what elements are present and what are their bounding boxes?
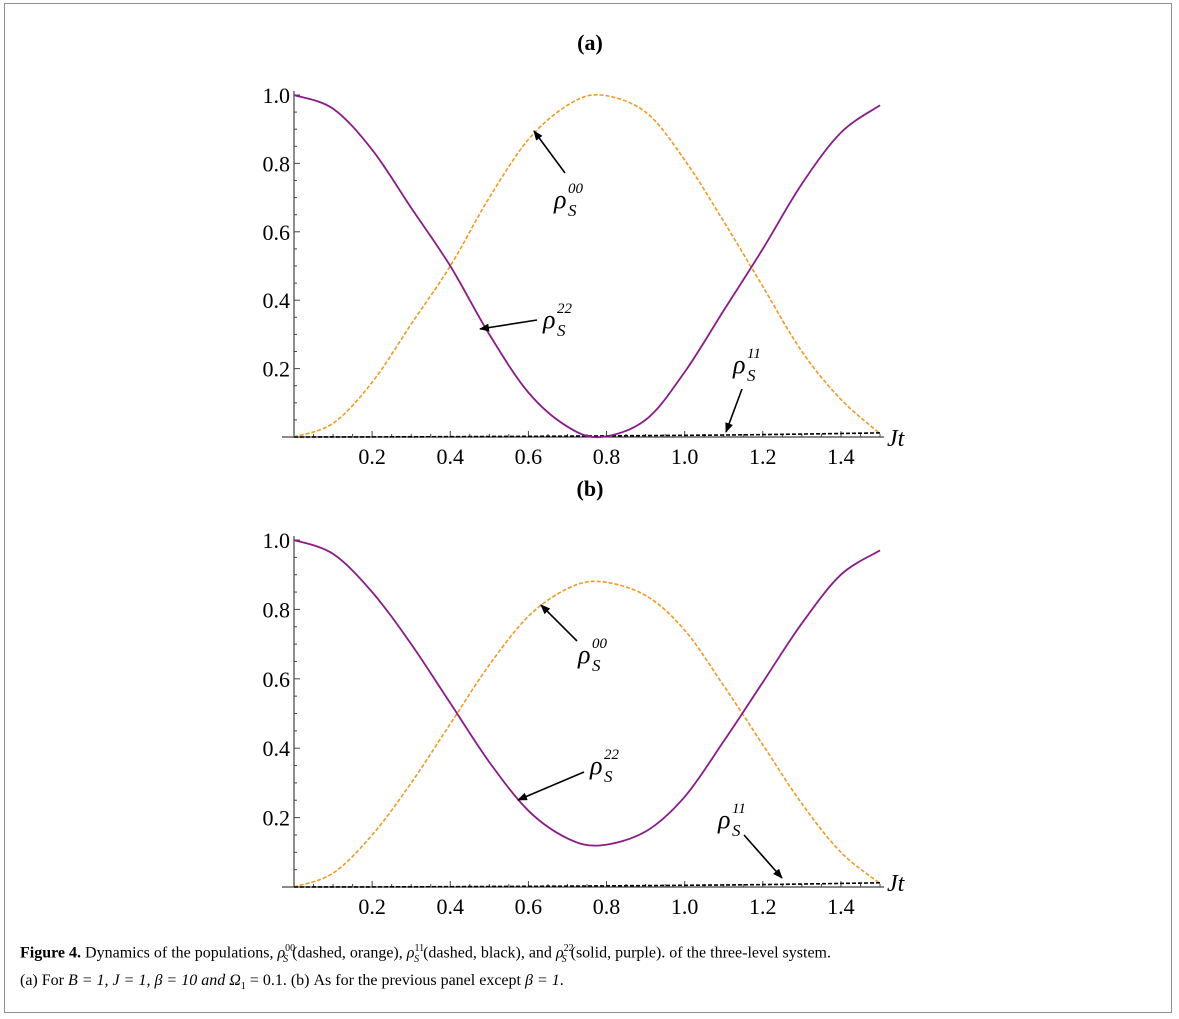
caption-text-3: (dashed, black), and [419,944,556,962]
svg-text:S: S [568,201,577,220]
svg-text:S: S [732,821,741,840]
svg-text:ρ: ρ [577,640,590,669]
series-line-s22 [293,94,881,439]
panel-b-axes: 0.2 0.4 0.6 0.8 1.0 1.2 1.4 0.2 0.4 0.6 0.8 1.0 [263,528,884,919]
caption-text-1: Dynamics of the populations, [81,944,278,962]
panel-a: (a) 0.2 0.4 0.6 0.8 1.0 1.2 1.4 0.2 0.4 0.6 0.8 1.0… [263,30,906,469]
y-tick-label: 0.4 [263,736,291,761]
svg-text:S: S [557,321,566,340]
y-tick-label: 1.0 [263,528,291,553]
caption-text-4: (solid, purple). of the three-level syst… [566,944,831,962]
svg-text:S: S [592,656,601,675]
caption-line2-params: B = 1, J = 1, β = 10 and Ω [67,971,241,989]
x-tick-label: 0.8 [593,444,621,469]
panel-a-annotation-rho00: ρ 00 S [533,130,584,220]
x-tick-label: 0.2 [358,894,386,919]
panel-a-arrow-rho00 [533,130,566,174]
panel-a-label: (a) [577,30,603,55]
caption-text-2: (dashed, orange), [288,944,407,962]
caption-lead: Figure 4. [20,944,82,962]
series-line-s00 [293,94,881,438]
series-line-s22 [293,539,881,847]
caption-line2-sub: 1 [240,980,246,992]
panel-b-label: (b) [577,476,604,501]
panel-a-x-axis-label: Jt [887,426,906,452]
panel-b-curves [293,539,881,888]
panel-b-x-axis-label: Jt [887,871,906,897]
panel-a-arrow-rho22 [479,319,538,332]
panel-b-annotation-rho22: ρ 22 S [517,747,620,801]
panel-a-axes: 0.2 0.4 0.6 0.8 1.0 1.2 1.4 0.2 0.4 0.6 0.8 1.0 [263,83,884,469]
caption-line2-c: β = 1 [524,971,560,989]
x-tick-label: 1.4 [827,894,855,919]
x-tick-label: 1.0 [671,894,699,919]
panel-b-arrow-rho11 [743,834,783,879]
x-tick-label: 0.8 [593,894,621,919]
x-tick-label: 1.4 [827,444,855,469]
svg-text:S: S [604,767,613,786]
caption-line-2: (a) For B = 1, J = 1, β = 10 and Ω1 = 0.… [20,970,1160,997]
svg-text:ρ: ρ [589,751,602,780]
x-tick-label: 0.6 [515,444,543,469]
svg-text:22: 22 [557,301,573,317]
y-tick-label: 0.8 [263,151,291,176]
x-tick-label: 1.0 [671,444,699,469]
caption-line-1: Figure 4. Dynamics of the populations, ρ… [20,943,831,965]
y-tick-label: 0.2 [263,806,291,831]
figure-caption: Figure 4. Dynamics of the populations, ρ… [20,938,1160,997]
series-line-s11 [293,882,881,888]
svg-text:ρ: ρ [717,805,730,834]
figure-svg: (a) 0.2 0.4 0.6 0.8 1.0 1.2 1.4 0.2 0.4 0.6 0.8 1.0… [263,30,906,919]
svg-text:ρ: ρ [732,350,745,379]
series-line-s11 [293,432,881,438]
panel-b-arrow-rho22 [517,771,585,801]
panel-b-arrow-rho00 [540,604,578,642]
caption-line2-end: . [559,971,564,989]
caption-line2-b: = 0.1. (b) As for the previous panel exc… [245,971,525,989]
x-tick-label: 1.2 [749,894,777,919]
y-tick-label: 0.4 [263,288,291,313]
panel-b-annotation-rho11: ρ 11 S [717,801,783,879]
svg-text:22: 22 [604,747,620,763]
panel-a-curves [293,94,881,439]
x-tick-label: 0.4 [437,894,465,919]
caption-line2-a: (a) For [20,971,68,989]
svg-text:ρ: ρ [553,185,566,214]
svg-text:11: 11 [732,801,746,817]
panel-b-annotation-rho00: ρ 00 S [540,604,608,675]
svg-text:00: 00 [592,636,608,652]
y-tick-label: 0.2 [263,357,291,382]
x-tick-label: 1.2 [749,444,777,469]
series-line-s00 [293,580,881,888]
y-tick-label: 0.6 [263,220,291,245]
panel-a-arrow-rho11 [725,388,743,433]
panel-a-annotation-rho22: ρ 22 S [479,301,573,340]
y-tick-label: 1.0 [263,83,291,108]
y-tick-label: 0.8 [263,597,291,622]
svg-text:11: 11 [747,346,761,362]
x-tick-label: 0.4 [437,444,465,469]
svg-text:ρ: ρ [542,305,555,334]
panel-a-annotation-rho11: ρ 11 S [725,346,761,433]
svg-text:S: S [747,366,756,385]
y-tick-label: 0.6 [263,667,291,692]
x-tick-label: 0.2 [358,444,386,469]
x-tick-label: 0.6 [515,894,543,919]
svg-text:00: 00 [568,181,584,197]
panel-b: (b) 0.2 0.4 0.6 0.8 1.0 1.2 1.4 0.2 0.4 0.6 0.8 1.0… [263,476,906,919]
